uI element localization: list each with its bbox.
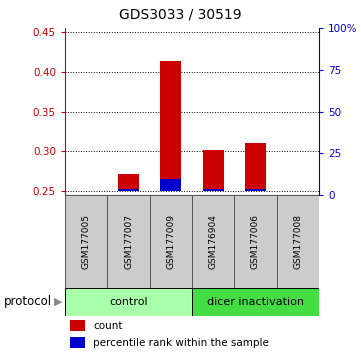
Bar <box>160 179 182 191</box>
Bar <box>203 150 224 191</box>
Bar <box>245 189 266 191</box>
Text: GDS3033 / 30519: GDS3033 / 30519 <box>119 8 242 22</box>
Text: dicer inactivation: dicer inactivation <box>207 297 304 307</box>
Bar <box>203 189 224 191</box>
Text: GSM177006: GSM177006 <box>251 214 260 269</box>
Text: control: control <box>109 297 148 307</box>
Bar <box>70 337 85 348</box>
Bar <box>150 195 192 288</box>
Text: GSM177005: GSM177005 <box>82 214 91 269</box>
Text: GSM177007: GSM177007 <box>124 214 133 269</box>
Text: protocol: protocol <box>4 296 52 308</box>
Bar <box>70 320 85 331</box>
Text: GSM176904: GSM176904 <box>209 214 218 269</box>
Bar <box>192 195 234 288</box>
Bar <box>118 189 139 191</box>
Bar <box>118 173 139 191</box>
Text: ▶: ▶ <box>54 297 63 307</box>
Text: percentile rank within the sample: percentile rank within the sample <box>93 338 269 348</box>
Bar <box>277 195 319 288</box>
Bar <box>245 143 266 191</box>
Text: GSM177009: GSM177009 <box>166 214 175 269</box>
Bar <box>192 288 319 316</box>
Bar <box>65 195 107 288</box>
Bar <box>65 288 192 316</box>
Bar <box>160 61 182 191</box>
Text: GSM177008: GSM177008 <box>293 214 302 269</box>
Bar <box>107 195 150 288</box>
Text: count: count <box>93 321 122 331</box>
Bar <box>234 195 277 288</box>
